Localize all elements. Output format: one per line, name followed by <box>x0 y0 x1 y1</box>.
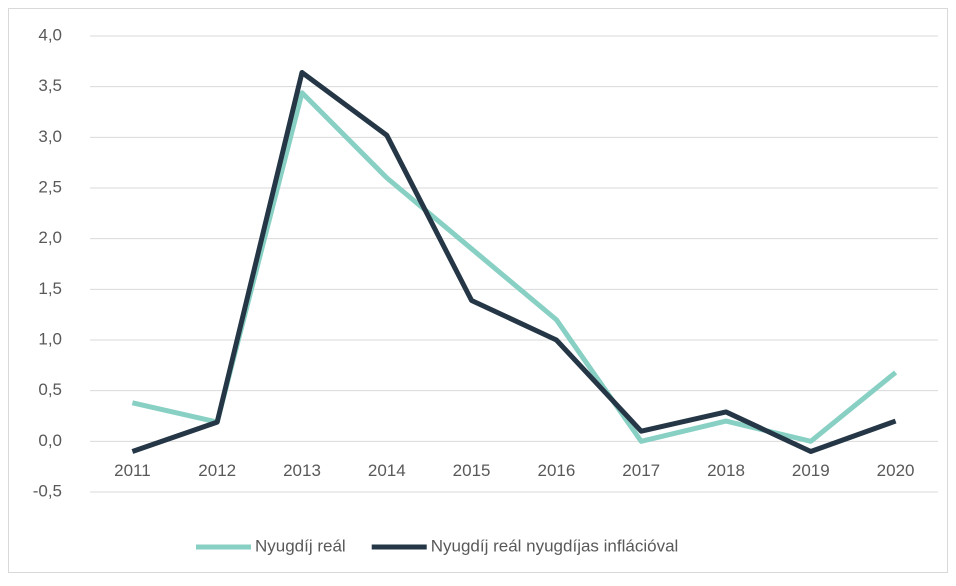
x-tick-label: 2012 <box>198 461 236 480</box>
x-tick-label: 2020 <box>877 461 915 480</box>
x-tick-label: 2017 <box>622 461 660 480</box>
x-tick-label: 2011 <box>114 461 151 480</box>
legend-label: Nyugdíj reál nyugdíjas inflációval <box>431 536 679 555</box>
series-line <box>131 69 897 454</box>
chart-border <box>8 8 948 573</box>
y-tick-label: 4,0 <box>38 25 62 44</box>
x-tick-label: 2014 <box>368 461 406 480</box>
y-tick-label: 2,5 <box>38 177 62 196</box>
x-tick-label: 2018 <box>707 461 745 480</box>
y-tick-label: 1,5 <box>38 279 62 298</box>
y-tick-label: 0,5 <box>38 380 62 399</box>
x-tick-label: 2016 <box>537 461 575 480</box>
x-tick-label: 2019 <box>792 461 830 480</box>
y-tick-label: 3,5 <box>38 76 62 95</box>
x-tick-label: 2013 <box>283 461 321 480</box>
y-tick-label: 0,0 <box>38 431 62 450</box>
legend-label: Nyugdíj reál <box>255 536 346 555</box>
x-tick-label: 2015 <box>453 461 491 480</box>
y-tick-label: -0,5 <box>33 481 62 500</box>
y-tick-label: 1,0 <box>38 329 62 348</box>
y-tick-label: 2,0 <box>38 228 62 247</box>
y-tick-label: 3,0 <box>38 127 62 146</box>
